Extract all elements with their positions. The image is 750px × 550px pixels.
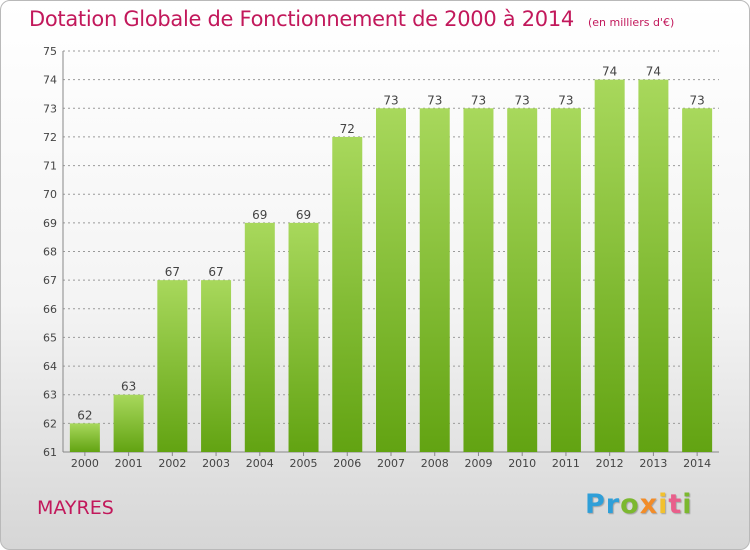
bar xyxy=(332,136,363,452)
bar xyxy=(376,108,406,453)
y-tick-label: 62 xyxy=(43,417,57,430)
x-tick-label: 2005 xyxy=(290,457,318,470)
bar xyxy=(69,423,100,452)
x-tick-label: 2008 xyxy=(421,457,449,470)
bar-value-label: 67 xyxy=(208,265,223,279)
x-tick-label: 2002 xyxy=(158,457,186,470)
bar-value-label: 62 xyxy=(77,408,92,422)
bar xyxy=(113,394,144,452)
bar-value-label: 73 xyxy=(471,93,486,107)
y-tick-label: 71 xyxy=(43,160,57,173)
bar xyxy=(157,280,188,452)
y-tick-label: 64 xyxy=(43,360,57,373)
bar-value-label: 73 xyxy=(515,93,530,107)
y-tick-label: 74 xyxy=(43,74,57,87)
proxiti-logo: Proxiti xyxy=(585,489,693,520)
logo-letter: i xyxy=(658,489,669,520)
x-tick-label: 2011 xyxy=(552,457,580,470)
y-tick-label: 61 xyxy=(43,446,57,459)
y-tick-label: 69 xyxy=(43,217,57,230)
bar xyxy=(594,79,625,453)
logo-letter: o xyxy=(620,489,640,520)
bar xyxy=(507,108,538,453)
logo-letter: i xyxy=(682,489,693,520)
x-tick-label: 2006 xyxy=(333,457,361,470)
logo-letter: x xyxy=(639,489,659,520)
x-tick-label: 2000 xyxy=(71,457,99,470)
bar xyxy=(201,280,232,452)
bar-value-label: 72 xyxy=(340,122,355,136)
logo-letter: r xyxy=(605,489,621,520)
unit-label: (en milliers d'€) xyxy=(587,16,675,29)
y-tick-label: 70 xyxy=(43,188,57,201)
chart-title-text: Dotation Globale de Fonctionnement de 20… xyxy=(29,7,574,31)
x-tick-label: 2013 xyxy=(639,457,667,470)
bar-value-label: 73 xyxy=(383,93,398,107)
y-tick-label: 66 xyxy=(43,303,57,316)
x-tick-label: 2012 xyxy=(596,457,624,470)
bar-value-label: 74 xyxy=(646,65,661,79)
bar xyxy=(682,108,713,453)
y-tick-label: 63 xyxy=(43,389,57,402)
y-tick-label: 68 xyxy=(43,246,57,259)
y-tick-label: 75 xyxy=(43,45,57,58)
bar-value-label: 69 xyxy=(252,208,267,222)
x-tick-label: 2001 xyxy=(115,457,143,470)
bar-value-label: 69 xyxy=(296,208,311,222)
y-tick-label: 73 xyxy=(43,102,57,115)
y-tick-label: 72 xyxy=(43,131,57,144)
y-tick-label: 67 xyxy=(43,274,57,287)
bar-value-label: 74 xyxy=(602,65,617,79)
x-tick-label: 2004 xyxy=(246,457,274,470)
logo-letter: P xyxy=(585,489,606,520)
bar xyxy=(244,222,275,452)
bar-value-label: 67 xyxy=(165,265,180,279)
x-tick-label: 2003 xyxy=(202,457,230,470)
bar xyxy=(288,222,319,452)
x-tick-label: 2014 xyxy=(683,457,711,470)
x-tick-label: 2009 xyxy=(464,457,492,470)
bar xyxy=(550,108,581,453)
x-tick-label: 2007 xyxy=(377,457,405,470)
bar xyxy=(463,108,494,453)
bar xyxy=(638,79,669,453)
bar-value-label: 63 xyxy=(121,380,136,394)
bar-value-label: 73 xyxy=(689,93,704,107)
bar-value-label: 73 xyxy=(427,93,442,107)
logo-letter: t xyxy=(668,489,683,520)
commune-name: MAYRES xyxy=(37,497,114,519)
y-tick-label: 65 xyxy=(43,331,57,344)
chart-title: Dotation Globale de Fonctionnement de 20… xyxy=(29,7,674,31)
x-tick-label: 2010 xyxy=(508,457,536,470)
bar-value-label: 73 xyxy=(558,93,573,107)
bar xyxy=(419,108,450,453)
